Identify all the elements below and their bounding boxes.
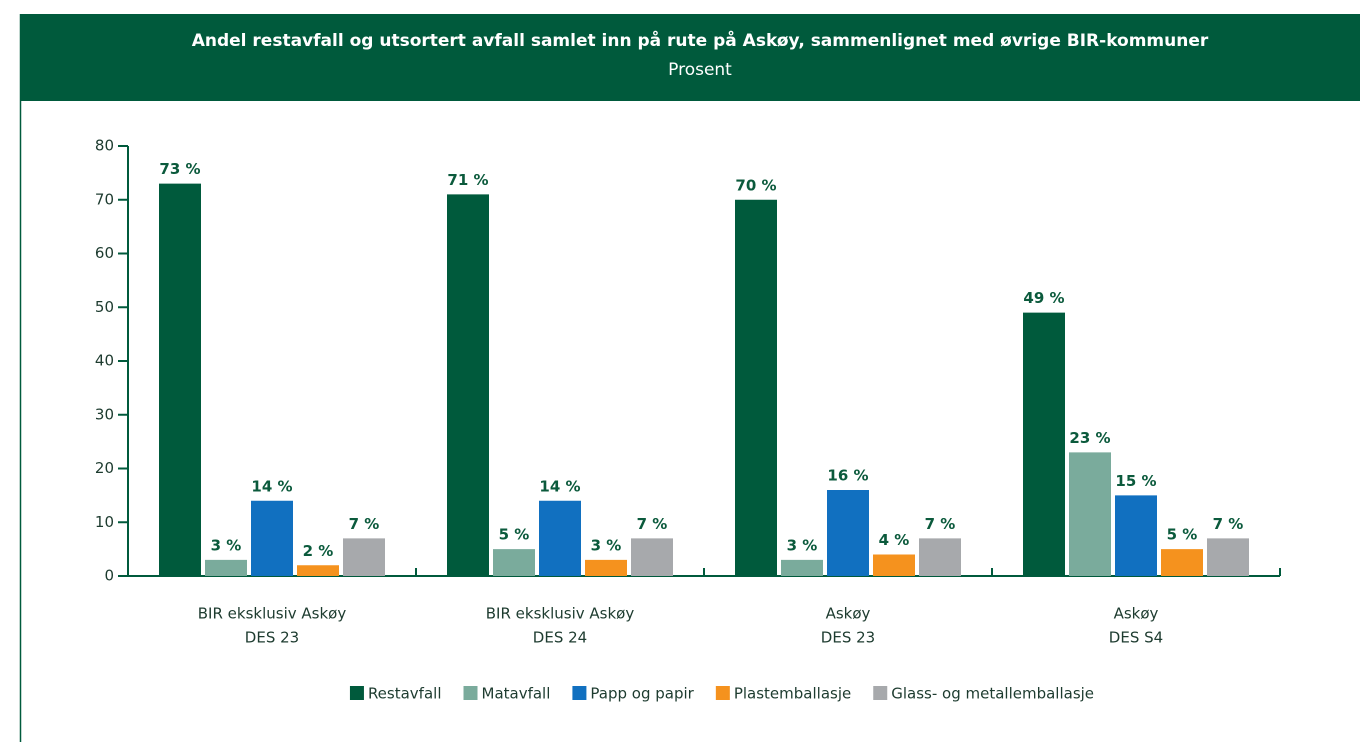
bar <box>1115 495 1157 576</box>
value-label: 3 % <box>787 536 818 554</box>
bar <box>827 490 869 576</box>
x-tick-label: Askøy <box>1114 605 1159 623</box>
legend-label: Plastemballasje <box>734 685 851 703</box>
value-label: 3 % <box>211 536 242 554</box>
x-tick-label: DES 23 <box>821 629 875 647</box>
legend-label: Matavfall <box>482 685 551 703</box>
x-tick-label: DES 23 <box>245 629 299 647</box>
value-label: 49 % <box>1023 289 1064 307</box>
header-band <box>20 14 1360 101</box>
bar <box>251 500 293 576</box>
x-tick-label: BIR eksklusiv Askøy <box>486 605 635 623</box>
legend-swatch <box>715 686 730 700</box>
legend-label: Restavfall <box>368 685 442 703</box>
legend-swatch <box>463 686 478 700</box>
value-label: 71 % <box>447 171 488 189</box>
legend-swatch <box>349 686 364 700</box>
bar <box>493 549 535 576</box>
bar <box>919 538 961 576</box>
y-tick-label: 10 <box>95 513 114 531</box>
y-tick-label: 70 <box>95 190 114 208</box>
value-label: 5 % <box>1167 526 1198 544</box>
value-label: 7 % <box>637 515 668 533</box>
value-label: 7 % <box>349 515 380 533</box>
value-label: 73 % <box>159 160 200 178</box>
bar <box>539 500 581 576</box>
bar <box>1161 549 1203 576</box>
value-label: 23 % <box>1069 429 1110 447</box>
legend-swatch <box>572 686 587 700</box>
bar <box>781 559 823 576</box>
value-label: 5 % <box>499 526 530 544</box>
bar <box>585 559 627 576</box>
value-label: 7 % <box>925 515 956 533</box>
legend-label: Papp og papir <box>590 685 694 703</box>
bar <box>735 199 777 576</box>
value-label: 15 % <box>1115 472 1156 490</box>
x-tick-label: Askøy <box>826 605 871 623</box>
legend-label: Glass- og metallemballasje <box>891 685 1094 703</box>
bar <box>1069 452 1111 576</box>
bar <box>297 565 339 576</box>
y-tick-label: 40 <box>95 352 114 370</box>
legend-swatch <box>873 686 888 700</box>
value-label: 16 % <box>827 467 868 485</box>
chart-title: Andel restavfall og utsortert avfall sam… <box>192 29 1209 51</box>
bar <box>1023 312 1065 576</box>
bar <box>1207 538 1249 576</box>
value-label: 7 % <box>1213 515 1244 533</box>
bar <box>159 183 201 576</box>
value-label: 14 % <box>539 477 580 495</box>
y-tick-label: 60 <box>95 244 114 262</box>
y-tick-label: 20 <box>95 459 114 477</box>
x-tick-label: BIR eksklusiv Askøy <box>198 605 347 623</box>
value-label: 4 % <box>879 531 910 549</box>
bar <box>873 554 915 576</box>
value-label: 14 % <box>251 477 292 495</box>
x-tick-label: DES 24 <box>533 629 587 647</box>
value-label: 70 % <box>735 176 776 194</box>
bar <box>631 538 673 576</box>
y-tick-label: 30 <box>95 405 114 423</box>
y-tick-label: 0 <box>104 567 114 585</box>
x-tick-label: DES S4 <box>1109 629 1163 647</box>
y-tick-label: 80 <box>95 137 114 155</box>
bar <box>447 194 489 576</box>
bar <box>343 538 385 576</box>
bar <box>205 559 247 576</box>
value-label: 3 % <box>591 536 622 554</box>
value-label: 2 % <box>303 542 334 560</box>
y-tick-label: 50 <box>95 298 114 316</box>
chart-subtitle: Prosent <box>668 60 732 80</box>
